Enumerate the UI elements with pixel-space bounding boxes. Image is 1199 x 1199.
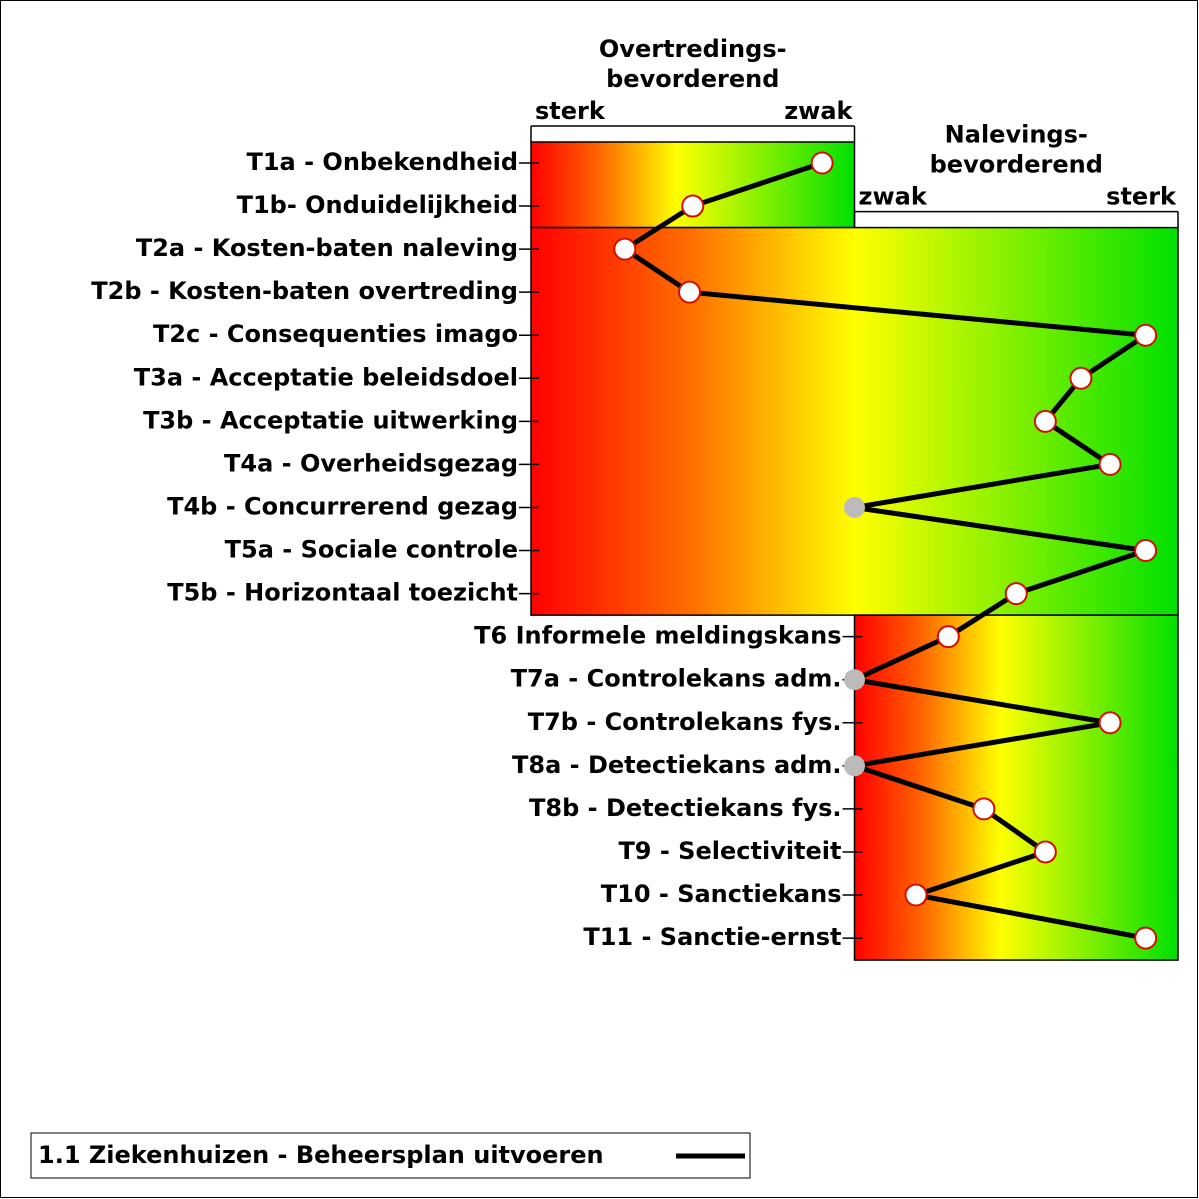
point — [1098, 711, 1122, 735]
point — [1134, 323, 1158, 347]
category-label: T8b - Detectiekans fys. — [529, 794, 841, 822]
point — [678, 280, 702, 304]
point — [1069, 366, 1093, 390]
category-label: T6 Informele meldingskans — [474, 622, 841, 650]
zone — [530, 226, 1179, 616]
category-label: T11 - Sanctie-ernst — [583, 923, 841, 951]
category-label: T4a - Overheidsgezag — [224, 449, 518, 477]
point — [681, 194, 705, 218]
category-label: T9 - Selectiviteit — [618, 837, 841, 865]
zone-left-label: sterk — [535, 97, 606, 125]
zone-title: bevorderend — [930, 151, 1103, 179]
zone-title: Overtredings- — [599, 35, 787, 63]
point — [613, 237, 637, 261]
point — [972, 797, 996, 821]
legend-box — [30, 1132, 751, 1179]
zone-title: bevorderend — [606, 65, 779, 93]
category-label: T3a - Acceptatie beleidsdoel — [134, 363, 518, 391]
category-label: T7b - Controlekans fys. — [528, 708, 842, 736]
category-label: T10 - Sanctiekans — [601, 880, 842, 908]
point — [810, 151, 834, 175]
category-label: T2a - Kosten-baten naleving — [136, 234, 518, 262]
point — [1004, 582, 1028, 606]
point — [1134, 539, 1158, 563]
point — [1033, 840, 1057, 864]
category-label: T3b - Acceptatie uitwerking — [143, 406, 518, 434]
zone-right-label: zwak — [784, 97, 853, 125]
zone — [853, 614, 1179, 961]
category-label: T5b - Horizontaal toezicht — [167, 579, 518, 607]
point — [844, 496, 865, 518]
category-label: T5a - Sociale controle — [225, 536, 518, 564]
zone-left-label: zwak — [859, 183, 928, 211]
point — [844, 669, 865, 691]
category-label: T7a - Controlekans adm. — [511, 665, 842, 693]
category-label: T1b- Onduidelijkheid — [237, 191, 518, 219]
point — [904, 883, 928, 907]
zone-title: Nalevings- — [945, 121, 1088, 149]
point — [1033, 409, 1057, 433]
point — [936, 625, 960, 649]
category-label: T2b - Kosten-baten overtreding — [91, 277, 518, 305]
zone-right-label: sterk — [1106, 183, 1177, 211]
category-label: T1a - Onbekendheid — [246, 148, 518, 176]
legend-label: 1.1 Ziekenhuizen - Beheersplan uitvoeren — [38, 1141, 604, 1169]
point — [1098, 452, 1122, 476]
point — [844, 755, 865, 777]
category-label: T2c - Consequenties imago — [153, 320, 518, 348]
point — [1134, 926, 1158, 950]
category-label: T4b - Concurrerend gezag — [167, 492, 518, 520]
category-label: T8a - Detectiekans adm. — [512, 751, 841, 779]
